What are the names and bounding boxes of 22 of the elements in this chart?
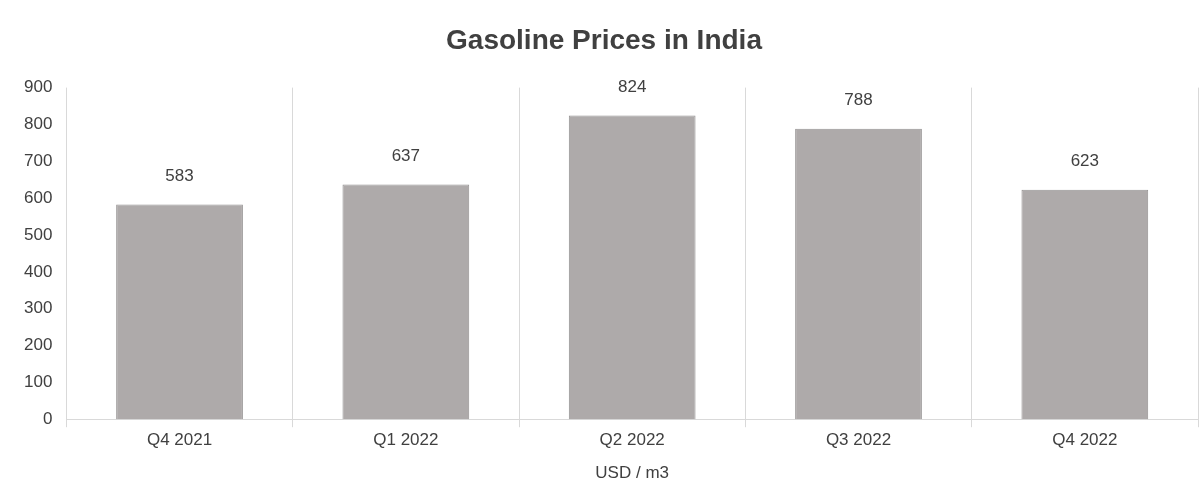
data-label: 623 [1070,150,1100,170]
data-label: 583 [165,165,194,185]
y-tick-label: 100 [23,372,53,392]
x-tick-label: Q2 2022 [599,430,665,450]
y-tick-label: 700 [23,150,53,170]
x-tick-label: Q4 2021 [146,430,213,450]
y-tick-label: 600 [23,187,53,207]
y-tick-label: 800 [23,114,53,134]
data-label: 637 [391,145,421,165]
y-tick-label: 300 [23,298,53,318]
chart-title: Gasoline Prices in India [446,23,763,55]
x-tick-label: Q4 2022 [1052,430,1118,450]
data-label: 788 [844,90,873,110]
y-tick-label: 400 [23,261,53,281]
y-tick-label: 900 [23,77,53,97]
data-label: 824 [617,76,647,96]
y-tick-label: 500 [23,224,53,244]
y-tick-label: 0 [42,408,53,428]
y-tick-label: 200 [23,335,53,355]
x-tick-label: Q3 2022 [825,430,892,450]
x-axis-title: USD / m3 [595,463,670,483]
x-tick-label: Q1 2022 [373,430,439,450]
